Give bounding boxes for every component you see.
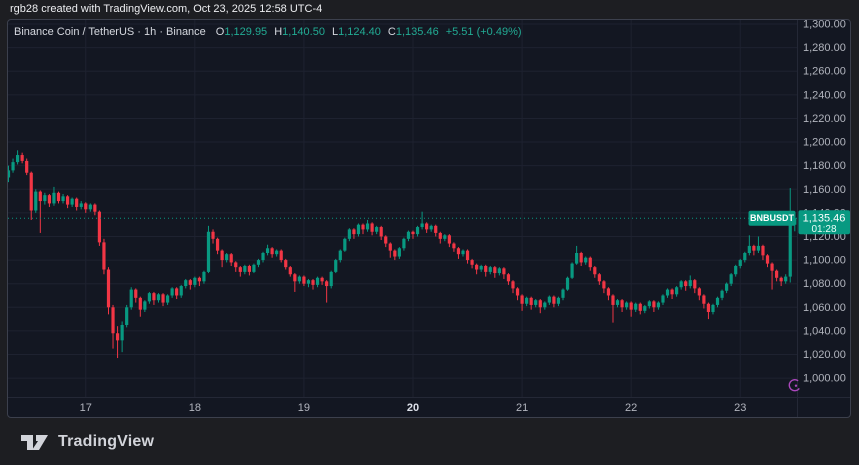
svg-text:22: 22: [625, 402, 637, 414]
price-change: +5.51 (+0.49%): [445, 26, 522, 38]
ohlc-open: O1,129.95: [215, 26, 268, 38]
axis-separators: [8, 20, 850, 417]
ohlc-close: C1,135.46: [387, 26, 439, 38]
svg-text:1,240.00: 1,240.00: [803, 89, 846, 101]
svg-text:1,080.00: 1,080.00: [803, 278, 846, 290]
svg-text:23: 23: [734, 402, 746, 414]
price-axis[interactable]: 1,300.00 1,280.00 1,260.00 1,240.00 1,220.00…: [803, 20, 846, 385]
ohlc-low: L1,124.40: [331, 26, 381, 38]
candles-layer: [8, 150, 797, 359]
tradingview-logo-icon[interactable]: [20, 432, 49, 452]
chart-canvas[interactable]: 1,300.00 1,280.00 1,260.00 1,240.00 1,220.00…: [8, 20, 850, 417]
svg-text:1,300.00: 1,300.00: [803, 20, 846, 31]
svg-text:1,200.00: 1,200.00: [803, 137, 846, 149]
svg-text:1,135.46: 1,135.46: [803, 213, 846, 225]
svg-text:19: 19: [298, 402, 310, 414]
svg-text:1,000.00: 1,000.00: [803, 373, 846, 385]
svg-text:1,260.00: 1,260.00: [803, 66, 846, 78]
attribution-text: rgb28 created with TradingView.com, Oct …: [10, 3, 323, 15]
svg-text:1,040.00: 1,040.00: [803, 325, 846, 337]
svg-text:20: 20: [407, 402, 419, 414]
svg-text:18: 18: [189, 402, 201, 414]
svg-text:1,020.00: 1,020.00: [803, 349, 846, 361]
ohlc-high: H1,140.50: [274, 26, 325, 38]
grid-layer: [8, 20, 798, 397]
svg-text:01:28: 01:28: [811, 224, 836, 235]
svg-text:1,280.00: 1,280.00: [803, 42, 846, 54]
chart-widget: 1,300.00 1,280.00 1,260.00 1,240.00 1,220.00…: [7, 19, 851, 418]
svg-text:21: 21: [516, 402, 528, 414]
svg-text:1,060.00: 1,060.00: [803, 302, 846, 314]
svg-text:1,220.00: 1,220.00: [803, 113, 846, 125]
svg-text:17: 17: [80, 402, 92, 414]
symbol-title[interactable]: Binance Coin / TetherUS · 1h · Binance: [14, 26, 206, 38]
time-axis[interactable]: 17 18 19 20 21 22 23: [80, 402, 747, 414]
symbol-price-pill: BNBUSDT: [748, 210, 796, 226]
svg-text:1,100.00: 1,100.00: [803, 255, 846, 267]
event-marker-icon[interactable]: [787, 378, 802, 393]
tradingview-wordmark[interactable]: TradingView: [58, 433, 155, 450]
svg-text:1,180.00: 1,180.00: [803, 160, 846, 172]
svg-text:BNBUSDT: BNBUSDT: [750, 213, 795, 223]
ohlc-legend: Binance Coin / TetherUS · 1h · Binance O…: [14, 26, 522, 38]
footer-bar: TradingView: [0, 419, 859, 465]
svg-text:1,160.00: 1,160.00: [803, 184, 846, 196]
